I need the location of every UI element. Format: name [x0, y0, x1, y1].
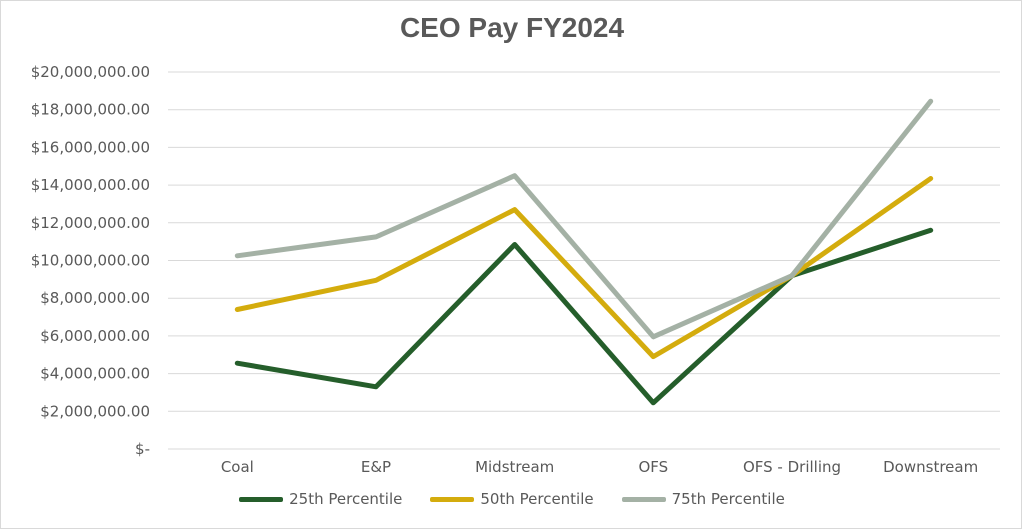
legend-item: 75th Percentile: [621, 490, 785, 508]
y-tick-label: $2,000,000.00: [40, 402, 150, 420]
y-tick-label: $12,000,000.00: [31, 214, 150, 232]
y-tick-label: $20,000,000.00: [31, 63, 150, 81]
chart-title: CEO Pay FY2024: [399, 12, 625, 43]
x-tick-label: Coal: [221, 458, 254, 476]
y-tick-label: $14,000,000.00: [31, 176, 150, 194]
y-tick-label: $-: [135, 440, 150, 458]
y-tick-label: $8,000,000.00: [40, 289, 150, 307]
y-tick-label: $10,000,000.00: [31, 252, 150, 270]
legend-item: 50th Percentile: [430, 490, 594, 508]
y-tick-label: $18,000,000.00: [31, 101, 150, 119]
legend-swatch: [239, 496, 284, 502]
series-line: [234, 227, 934, 406]
legend-label: 75th Percentile: [671, 490, 785, 508]
legend-item: 25th Percentile: [239, 490, 402, 508]
legend-swatch: [430, 496, 475, 502]
y-tick-label: $6,000,000.00: [40, 327, 150, 345]
x-tick-label: OFS: [638, 458, 668, 476]
y-tick-label: $16,000,000.00: [31, 138, 150, 156]
x-tick-label: OFS - Drilling: [743, 458, 841, 476]
x-tick-label: E&P: [361, 458, 391, 476]
legend-label: 25th Percentile: [289, 490, 403, 508]
chart-legend: 25th Percentile 50th Percentile 75th Perce…: [0, 490, 1024, 508]
x-tick-label: Midstream: [475, 458, 554, 476]
legend-label: 50th Percentile: [480, 490, 594, 508]
legend-swatch: [621, 496, 666, 502]
y-tick-label: $4,000,000.00: [40, 365, 150, 383]
x-tick-label: Downstream: [883, 458, 978, 476]
series-line: [234, 176, 934, 360]
series-line: [234, 98, 934, 340]
